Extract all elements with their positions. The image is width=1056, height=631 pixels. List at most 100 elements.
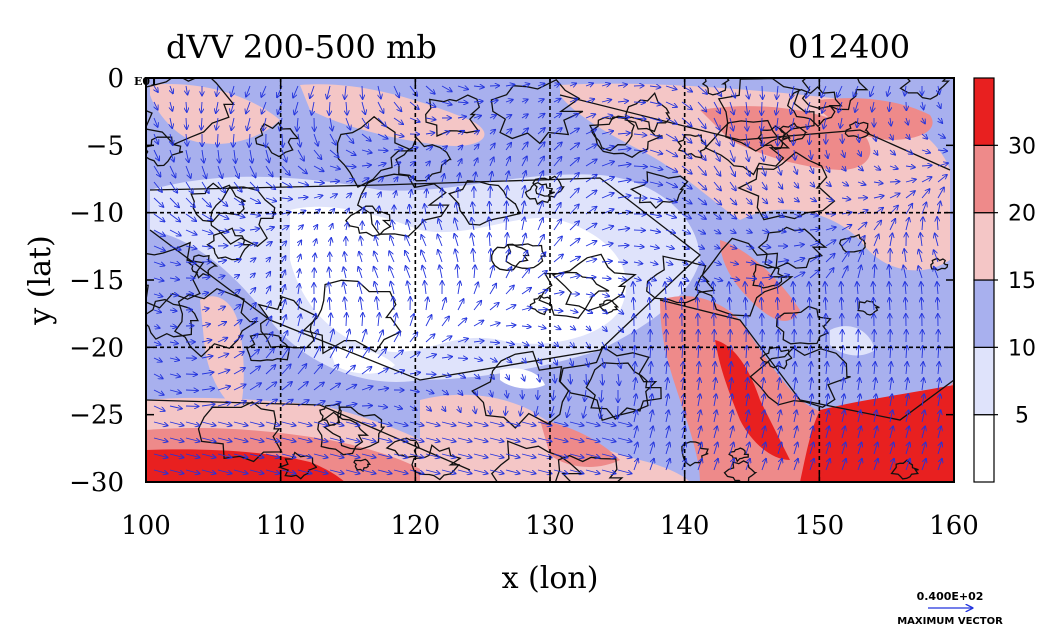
wind-vector-arrow bbox=[569, 221, 579, 231]
wind-vector-arrow bbox=[201, 421, 216, 426]
wind-vector-arrow bbox=[777, 298, 778, 311]
wind-vector-arrow bbox=[729, 101, 734, 114]
wind-vector-arrow bbox=[454, 234, 459, 247]
wind-vector-arrow bbox=[294, 101, 299, 114]
wind-vector-arrow bbox=[426, 161, 430, 166]
wind-vector-arrow bbox=[438, 250, 443, 263]
wind-vector-arrow bbox=[409, 453, 424, 458]
wind-vector-arrow bbox=[249, 181, 259, 191]
wind-vector-arrow bbox=[329, 421, 344, 426]
wind-vector-arrow bbox=[201, 293, 208, 294]
wind-vector-arrow bbox=[329, 469, 344, 474]
wind-vector-arrow bbox=[474, 265, 475, 279]
wind-vector-arrow bbox=[247, 117, 250, 130]
wind-vector-arrow bbox=[569, 257, 580, 263]
wind-vector-arrow bbox=[601, 294, 609, 296]
wind-vector-arrow bbox=[169, 437, 184, 442]
wind-vector-arrow bbox=[153, 469, 168, 474]
wind-vector-arrow bbox=[697, 298, 698, 311]
wind-vector-arrow bbox=[585, 421, 600, 426]
wind-vector-arrow bbox=[249, 197, 260, 203]
wind-vector-arrow bbox=[649, 443, 654, 455]
wind-vector-arrow bbox=[729, 133, 734, 146]
wind-vector-arrow bbox=[425, 405, 431, 411]
wind-vector-arrow bbox=[825, 182, 831, 186]
wind-vector-arrow bbox=[249, 258, 256, 262]
wind-vector-arrow bbox=[361, 150, 372, 153]
wind-vector-arrow bbox=[665, 101, 677, 107]
wind-vector-arrow bbox=[329, 101, 330, 115]
wind-vector-arrow bbox=[697, 246, 704, 249]
wind-vector-arrow bbox=[250, 149, 252, 163]
colorbar-swatch bbox=[973, 212, 995, 281]
wind-vector-arrow bbox=[633, 102, 645, 103]
wind-vector-arrow bbox=[602, 341, 606, 350]
wind-vector-arrow bbox=[233, 165, 239, 178]
wind-vector-arrow bbox=[361, 117, 368, 128]
wind-vector-arrow bbox=[601, 131, 613, 134]
wind-vector-arrow bbox=[426, 189, 427, 199]
wind-vector-arrow bbox=[791, 85, 794, 99]
wind-vector-arrow bbox=[713, 298, 714, 311]
wind-vector-arrow bbox=[841, 252, 849, 263]
wind-vector-arrow bbox=[362, 85, 363, 99]
wind-vector-arrow bbox=[522, 358, 526, 363]
wind-vector-arrow bbox=[855, 101, 858, 112]
wind-vector-arrow bbox=[778, 362, 779, 375]
wind-vector-arrow bbox=[746, 410, 749, 423]
wind-vector-arrow bbox=[729, 213, 736, 219]
wind-vector-arrow bbox=[649, 117, 662, 122]
wind-vector-arrow bbox=[442, 174, 444, 183]
wind-vector-arrow bbox=[217, 307, 225, 311]
wind-vector-arrow bbox=[312, 101, 315, 115]
wind-vector-arrow bbox=[169, 197, 179, 207]
wind-vector-arrow bbox=[809, 459, 814, 471]
wind-vector-arrow bbox=[824, 117, 827, 128]
wind-vector-arrow bbox=[282, 300, 285, 311]
wind-vector-arrow bbox=[361, 165, 371, 166]
wind-vector-arrow bbox=[617, 294, 624, 297]
wind-vector-arrow bbox=[458, 159, 462, 167]
wind-vector-arrow bbox=[421, 250, 427, 263]
wind-vector-arrow bbox=[439, 265, 442, 279]
wind-vector-arrow bbox=[153, 342, 161, 345]
wind-vector-arrow bbox=[521, 469, 536, 474]
wind-vector-arrow bbox=[809, 270, 819, 279]
wind-vector-arrow bbox=[505, 342, 514, 344]
wind-vector-arrow bbox=[521, 453, 536, 458]
wind-vector-arrow bbox=[810, 165, 813, 173]
wind-vector-arrow bbox=[505, 437, 520, 442]
wind-vector-arrow bbox=[537, 128, 545, 135]
wind-vector-arrow bbox=[553, 469, 568, 474]
wind-vector-arrow bbox=[666, 362, 667, 375]
wind-vector-arrow bbox=[216, 101, 218, 113]
wind-vector-arrow bbox=[681, 230, 690, 234]
wind-vector-arrow bbox=[169, 310, 177, 311]
wind-vector-arrow bbox=[360, 297, 362, 311]
wind-vector-arrow bbox=[457, 86, 468, 89]
wind-vector-arrow bbox=[538, 373, 540, 382]
wind-vector-arrow bbox=[697, 181, 706, 190]
wind-vector-arrow bbox=[346, 101, 347, 115]
wind-vector-arrow bbox=[665, 149, 677, 156]
wind-vector-arrow bbox=[554, 357, 557, 365]
wind-vector-arrow bbox=[374, 252, 379, 263]
wind-vector-arrow bbox=[841, 298, 842, 311]
wind-vector-arrow bbox=[569, 114, 578, 119]
wind-vector-arrow bbox=[698, 426, 701, 439]
wind-vector-arrow bbox=[618, 357, 621, 368]
wind-vector-arrow bbox=[777, 181, 782, 189]
wind-vector-arrow bbox=[825, 459, 830, 471]
wind-vector-arrow bbox=[329, 181, 339, 182]
wind-vector-arrow bbox=[553, 99, 561, 102]
wind-vector-arrow bbox=[170, 117, 172, 128]
wind-vector-arrow bbox=[826, 165, 830, 172]
wind-vector-arrow bbox=[201, 197, 211, 207]
wind-vector-arrow bbox=[778, 133, 779, 146]
wind-vector-arrow bbox=[297, 165, 307, 173]
wind-vector-arrow bbox=[746, 133, 748, 146]
wind-vector-arrow bbox=[569, 99, 577, 102]
wind-vector-arrow bbox=[297, 117, 298, 131]
wind-vector-arrow bbox=[233, 320, 242, 327]
wind-vector-arrow bbox=[570, 373, 571, 384]
